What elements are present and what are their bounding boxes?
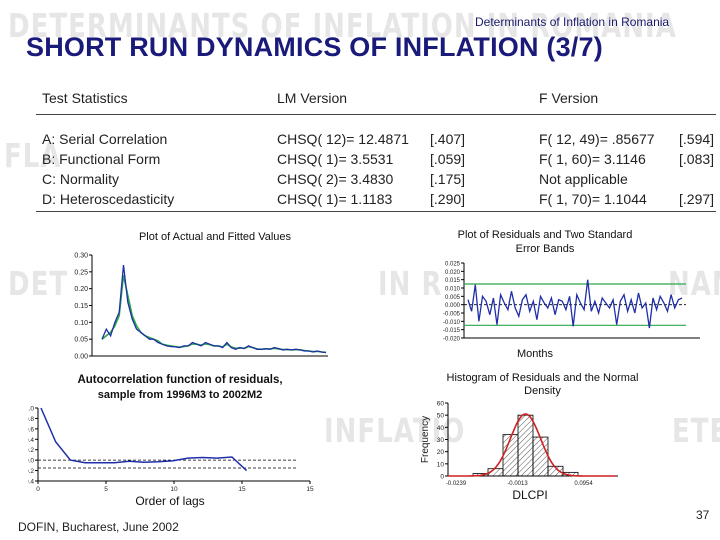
footer-source: DOFIN, Bucharest, June 2002	[18, 520, 179, 534]
histogram-bar	[532, 436, 549, 477]
y-tick-label: -0.005	[443, 312, 461, 318]
table-header-rule	[36, 114, 716, 115]
acf-x-label: Order of lags	[135, 494, 205, 508]
test-name: C: Normality	[42, 171, 120, 187]
y-tick-label: 0.005	[445, 295, 461, 301]
acf-chart: 1.0 0.8 0.6 0.4 0.2 0.0 -0.2 -0.40 5 10 15 15	[28, 406, 314, 494]
f-statistic: Not applicable	[539, 171, 628, 187]
x-tick-label: -0.0013	[507, 481, 528, 487]
f-pvalue: [.297]	[679, 191, 715, 207]
y-tick-label: -0.4	[28, 479, 34, 486]
y-tick-label: 20	[437, 449, 445, 456]
y-tick-label: 0.00	[74, 354, 88, 361]
watermark-det: DET	[8, 266, 69, 304]
y-tick-label: 1.0	[28, 406, 34, 413]
y-tick-label: 0	[440, 474, 444, 481]
acf-line	[40, 407, 248, 472]
lm-statistic: CHSQ( 2)= 3.4830	[277, 171, 394, 187]
y-tick-label: 0.015	[445, 278, 461, 284]
x-tick-label: 15	[238, 486, 246, 493]
watermark-in-r: IN R	[378, 266, 443, 304]
watermark-top: DETERMINANTS OF INFLATION IN ROMANIA	[8, 8, 677, 46]
y-tick-label: 0.25	[74, 269, 88, 276]
x-tick-label: 0.0954	[574, 481, 593, 487]
lm-pvalue: [.059]	[430, 151, 466, 167]
residuals-line	[467, 279, 683, 329]
y-tick-label: 0.05	[74, 337, 88, 344]
y-tick-label: 0.010	[445, 287, 461, 293]
histogram-chart: 60 50 40 30 20 10 0-0.0239 -0.0013 0.0954 Frequen…	[420, 401, 618, 487]
y-tick-label: 0.30	[74, 253, 88, 260]
table-bottom-rule	[36, 211, 716, 212]
x-tick-label: 5	[104, 486, 108, 493]
x-tick-label: -0.0239	[446, 481, 467, 487]
f-pvalue: [.594]	[679, 131, 715, 147]
watermark-fla: FLA	[4, 138, 62, 176]
lm-statistic: CHSQ( 12)= 12.4871	[277, 131, 409, 147]
y-tick-label: 0.4	[28, 437, 34, 444]
y-tick-label: 40	[437, 425, 445, 432]
y-tick-label: 0.8	[28, 416, 34, 423]
residuals-chart: 0.025 0.020 0.015 0.010 0.005 0.000 -0.005 -0.0…	[443, 262, 700, 343]
y-tick-label: 0.0	[28, 458, 34, 465]
y-tick-label: 0.15	[74, 303, 88, 310]
slide-title: SHORT RUN DYNAMICS OF INFLATION (3/7)	[26, 32, 603, 62]
y-tick-label: 0.000	[445, 303, 461, 309]
y-tick-label: 10	[437, 461, 445, 468]
f-pvalue: [.083]	[679, 151, 715, 167]
y-tick-label: 0.025	[445, 262, 461, 268]
y-tick-label: -0.015	[443, 328, 461, 334]
watermark-ete: ETE	[672, 413, 720, 451]
y-tick-label: 0.20	[74, 286, 88, 293]
actual-line	[101, 265, 327, 354]
header-lm-version: LM Version	[277, 90, 348, 106]
actual-fitted-title: Plot of Actual and Fitted Values	[138, 231, 292, 243]
lm-statistic: CHSQ( 1)= 3.5531	[277, 151, 394, 167]
residuals-x-label: Months	[516, 348, 554, 360]
y-tick-label: 0.2	[28, 447, 34, 454]
y-tick-label: 0.020	[445, 270, 461, 276]
histogram-title-line2: Density	[524, 385, 561, 397]
header-test-statistics: Test Statistics	[42, 90, 128, 106]
histogram-bar	[502, 434, 519, 477]
histogram-x-label: DLCPI	[512, 488, 548, 502]
watermark-nam: NAM	[668, 266, 720, 304]
f-statistic: F( 1, 70)= 1.1044	[539, 191, 647, 207]
y-tick-label: 50	[437, 413, 445, 420]
x-tick-label: 15	[306, 486, 314, 493]
f-statistic: F( 12, 49)= .85677	[539, 131, 655, 147]
lm-statistic: CHSQ( 1)= 1.1183	[277, 191, 393, 207]
histogram-bar	[547, 465, 564, 477]
header-f-version: F Version	[539, 90, 599, 106]
x-tick-label: 10	[170, 486, 178, 493]
actual-fitted-chart: 0.30 0.25 0.20 0.15 0.10 0.05 0.00	[74, 253, 328, 361]
histogram-title-line1: Histogram of Residuals and the Normal	[446, 372, 639, 384]
y-axis-label: Frequency	[420, 416, 431, 463]
y-tick-label: 0.10	[74, 320, 88, 327]
lm-pvalue: [.407]	[430, 131, 466, 147]
test-name: A: Serial Correlation	[42, 131, 168, 147]
y-tick-label: 0.6	[28, 426, 34, 433]
test-name: B: Functional Form	[42, 151, 161, 167]
deck-subtitle: Determinants of Inflation in Romania	[475, 15, 670, 29]
x-tick-label: 0	[36, 486, 40, 493]
y-tick-label: -0.2	[28, 468, 34, 475]
y-tick-label: -0.020	[443, 337, 461, 343]
fitted-line	[101, 275, 327, 354]
page-number: 37	[696, 508, 710, 522]
acf-title-line1: Autocorrelation function of residuals,	[77, 374, 283, 386]
acf-title-line2: sample from 1996M3 to 2002M2	[97, 389, 263, 401]
normal-density-curve	[448, 413, 616, 477]
residuals-title-line1: Plot of Residuals and Two Standard	[457, 229, 633, 241]
watermark-inflatio: INFLATIO	[324, 413, 466, 451]
f-statistic: F( 1, 60)= 3.1146	[539, 151, 646, 167]
lm-pvalue: [.175]	[430, 171, 466, 187]
y-tick-label: -0.010	[443, 320, 461, 326]
y-tick-label: 60	[437, 401, 445, 408]
test-name: D: Heteroscedasticity	[42, 191, 175, 207]
residuals-title-line2: Error Bands	[515, 243, 575, 255]
histogram-bar	[517, 414, 534, 477]
lm-pvalue: [.290]	[430, 191, 466, 207]
y-tick-label: 30	[437, 437, 445, 444]
